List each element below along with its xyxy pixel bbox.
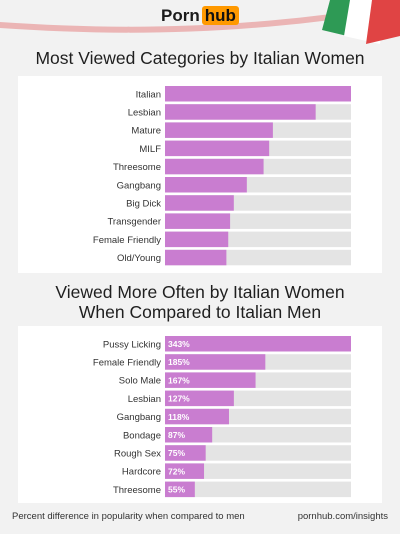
chart1-bar (165, 177, 247, 193)
chart1-row: Italian (136, 86, 351, 102)
chart2-title-line1: Viewed More Often by Italian Women (55, 282, 345, 302)
chart1-panel: Italian Lesbian Mature MILF Threesome Gangban… (18, 76, 382, 273)
chart2-row: Bondage 87% (123, 427, 351, 443)
chart2-value-label: 343% (168, 339, 190, 349)
chart2-track (165, 463, 351, 479)
chart1-category-label: Old/Young (117, 253, 161, 264)
chart1-category-label: MILF (139, 144, 161, 155)
chart2-row: Gangbang 118% (117, 408, 351, 425)
chart2-bar (165, 336, 351, 352)
chart1-bar (165, 140, 270, 157)
chart2-value-label: 185% (168, 357, 190, 367)
chart1-bar (165, 231, 229, 248)
chart2-panel: Pussy Licking 343% Female Friendly 185% Solo… (18, 326, 382, 503)
chart1-row: Old/Young (117, 249, 351, 266)
chart1-bar (165, 122, 273, 138)
chart2-bar (165, 427, 213, 443)
chart1-category-label: Threesome (113, 162, 161, 173)
logo-badge: hub (201, 6, 239, 25)
chart2-track (165, 481, 351, 498)
chart1-category-label: Transgender (107, 217, 161, 228)
chart2-category-label: Female Friendly (93, 357, 161, 368)
chart1-row: Female Friendly (93, 231, 351, 248)
chart2-category-label: Gangbang (117, 412, 161, 423)
chart1-row: Mature (131, 122, 351, 138)
chart2-value-label: 87% (168, 430, 185, 440)
chart2-row: Threesome 55% (113, 481, 351, 498)
chart1-row: Transgender (107, 213, 351, 229)
chart2-category-label: Pussy Licking (103, 339, 161, 350)
chart2-value-label: 118% (168, 412, 190, 422)
chart2-row: Rough Sex 75% (114, 445, 351, 461)
italian-flag-ribbon (0, 0, 400, 44)
chart2-category-label: Solo Male (119, 376, 161, 387)
chart2-bar (165, 372, 256, 388)
logo-text: Porn (161, 6, 200, 25)
chart1-row: Threesome (113, 158, 351, 175)
chart2-category-label: Threesome (113, 485, 161, 496)
chart2-value-label: 127% (168, 394, 190, 404)
chart2-bar (165, 463, 205, 479)
footer-note: Percent difference in popularity when co… (12, 511, 245, 522)
chart2-bar (165, 390, 234, 407)
chart2-category-label: Lesbian (128, 394, 161, 405)
chart2-row: Hardcore 72% (122, 463, 351, 479)
chart1-bar (165, 195, 234, 211)
chart2-bar (165, 354, 266, 370)
chart2-value-label: 55% (168, 485, 185, 495)
chart2-track (165, 445, 351, 461)
chart2-category-label: Bondage (123, 430, 161, 441)
chart1-category-label: Gangbang (117, 180, 161, 191)
chart1-row: Lesbian (128, 104, 351, 120)
chart2-bar (165, 408, 229, 425)
chart2-value-label: 167% (168, 375, 190, 385)
chart1-bar (165, 213, 231, 229)
chart2-value-label: 75% (168, 448, 185, 458)
chart2-bar (165, 445, 206, 461)
chart1-category-label: Female Friendly (93, 235, 161, 246)
chart1-bar (165, 249, 227, 266)
chart2-row: Female Friendly 185% (93, 354, 351, 370)
chart2-svg: Pussy Licking 343% Female Friendly 185% Solo… (93, 336, 351, 498)
chart1-svg: Italian Lesbian Mature MILF Threesome Gangban… (93, 86, 351, 266)
chart1-category-label: Big Dick (126, 198, 161, 209)
chart1-bar (165, 86, 351, 102)
chart2-category-label: Rough Sex (114, 448, 161, 459)
chart1-category-label: Mature (131, 126, 161, 137)
chart1-category-label: Italian (136, 89, 161, 100)
chart1-bar (165, 158, 264, 175)
chart1-title: Most Viewed Categories by Italian Women (35, 48, 365, 68)
chart2-bar (165, 481, 195, 498)
chart1-row: MILF (139, 140, 351, 157)
flag-red-stripe (366, 0, 400, 44)
chart1-category-label: Lesbian (128, 107, 161, 118)
chart1-bar (165, 104, 316, 120)
pornhub-logo: Porn hub (0, 6, 400, 26)
chart1-row: Big Dick (126, 195, 351, 211)
chart2-row: Pussy Licking 343% (103, 336, 351, 352)
chart2-title: Viewed More Often by Italian Women When … (0, 282, 400, 322)
chart2-title-line2: When Compared to Italian Men (78, 302, 322, 322)
chart2-category-label: Hardcore (122, 467, 161, 478)
footer-site-link[interactable]: pornhub.com/insights (297, 511, 388, 522)
chart2-row: Lesbian 127% (128, 390, 351, 407)
chart2-row: Solo Male 167% (119, 372, 351, 388)
chart2-value-label: 72% (168, 466, 185, 476)
chart1-row: Gangbang (117, 177, 351, 193)
